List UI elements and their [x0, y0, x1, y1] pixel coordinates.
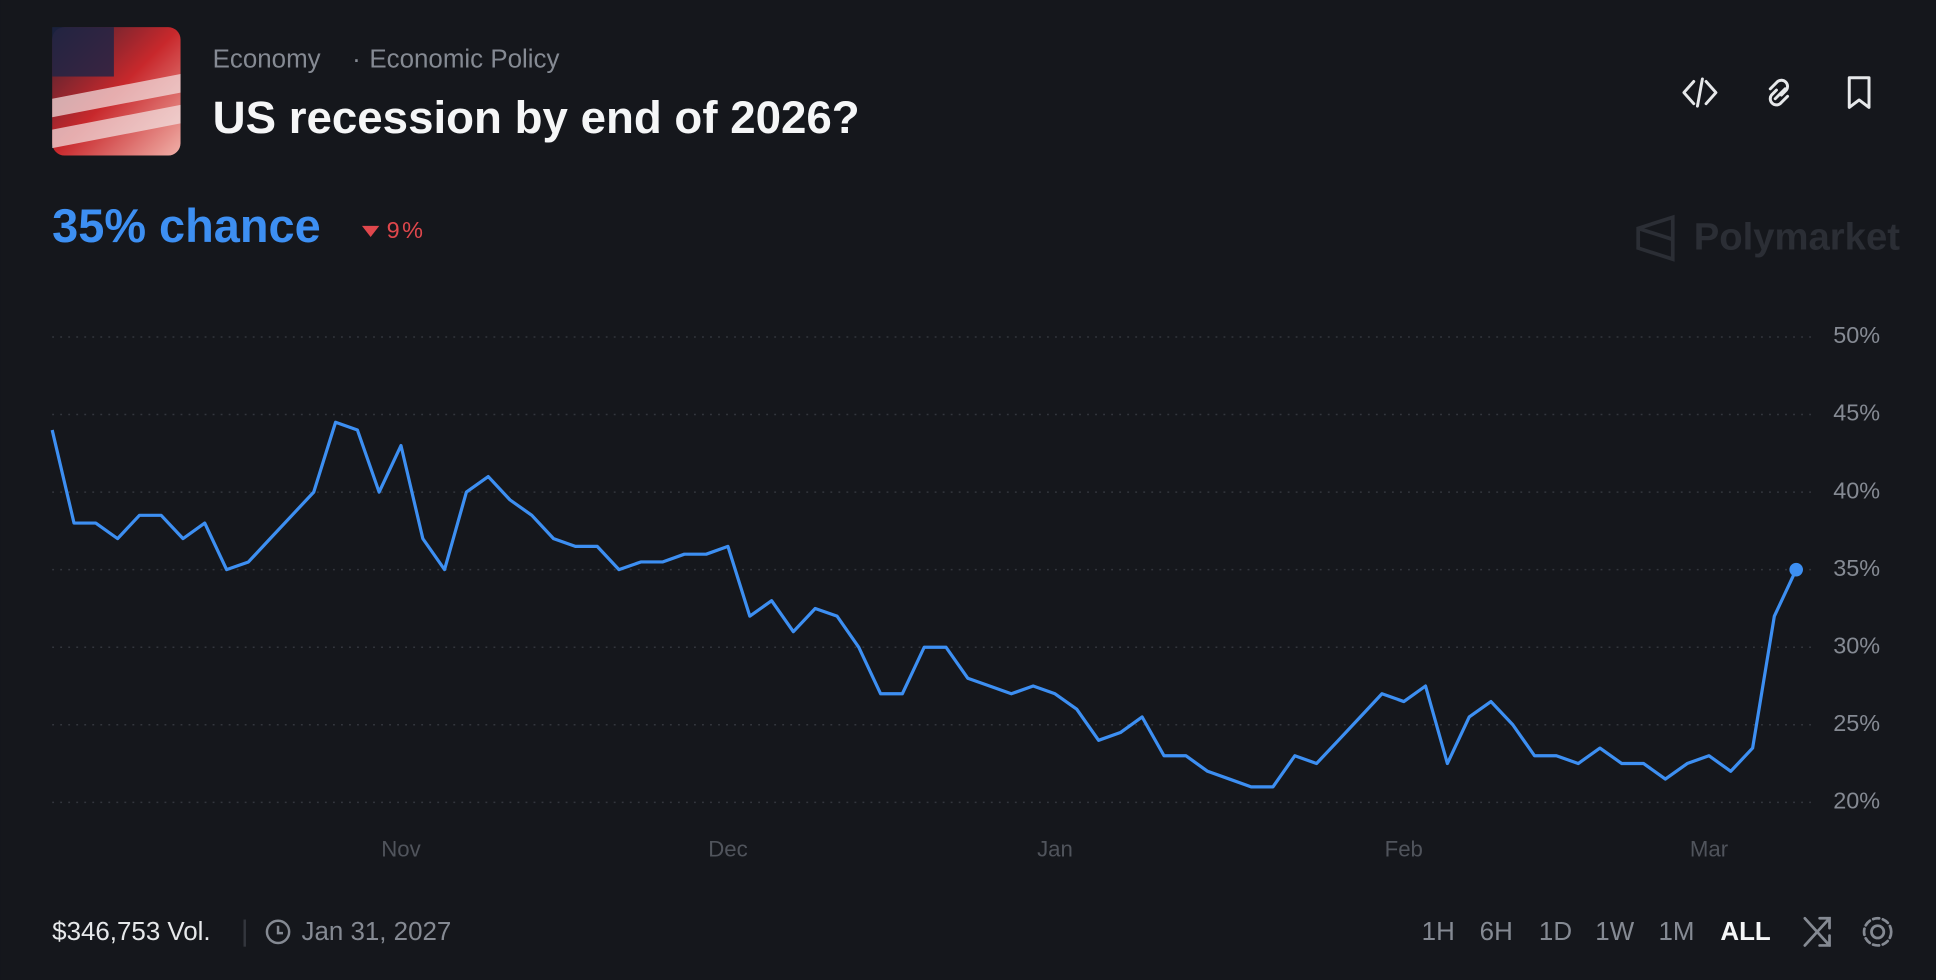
y-tick-label: 25%	[1833, 710, 1880, 736]
chance: 35% chance	[52, 200, 320, 252]
shuffle-button[interactable]	[1803, 916, 1831, 947]
thumbnail	[52, 27, 181, 156]
series-line	[50, 420, 1798, 789]
range-button[interactable]: 1H	[1422, 918, 1455, 946]
y-tick-label: 35%	[1833, 555, 1880, 581]
breadcrumb[interactable]: Economic Policy	[369, 45, 559, 73]
x-tick-label: Dec	[708, 836, 747, 861]
range-button[interactable]: 1W	[1595, 918, 1634, 946]
range-button[interactable]: 1D	[1539, 918, 1572, 946]
x-tick-label: Jan	[1037, 836, 1073, 861]
range-button[interactable]: 1M	[1658, 918, 1694, 946]
embed-button[interactable]	[1682, 77, 1718, 108]
y-tick-label: 20%	[1833, 788, 1880, 814]
range-button[interactable]: 6H	[1480, 918, 1513, 946]
current-point	[1789, 562, 1803, 577]
x-tick-label: Mar	[1690, 836, 1729, 861]
watermark: Polymarket	[1694, 216, 1900, 259]
change: 9%	[387, 217, 426, 243]
y-tick-label: 30%	[1833, 632, 1880, 658]
down-arrow	[361, 225, 380, 237]
range-button[interactable]: ALL	[1720, 918, 1771, 946]
y-tick-label: 50%	[1833, 322, 1880, 348]
y-tick-label: 40%	[1833, 477, 1880, 503]
breadcrumb[interactable]: Economy	[213, 45, 321, 73]
range-selector: 1H 6H 1D 1W 1M ALL	[1422, 918, 1771, 946]
x-tick-label: Feb	[1385, 836, 1423, 861]
link-button[interactable]	[1768, 78, 1790, 107]
y-tick-label: 45%	[1833, 400, 1880, 426]
clock-icon	[265, 919, 291, 945]
market-title: US recession by end of 2026?	[213, 92, 860, 143]
end-date: Jan 31, 2027	[302, 918, 452, 946]
x-tick-label: Nov	[381, 836, 421, 861]
settings-button[interactable]	[1870, 924, 1886, 940]
volume: $346,753 Vol.	[52, 918, 210, 946]
chart: 20% 25% 30% 35% 40% 45% 50% Nov Dec Jan Feb Mar	[50, 322, 1880, 861]
separator: ·	[352, 45, 361, 73]
bookmark-button[interactable]	[1847, 76, 1871, 109]
logo-icon	[1636, 214, 1675, 262]
